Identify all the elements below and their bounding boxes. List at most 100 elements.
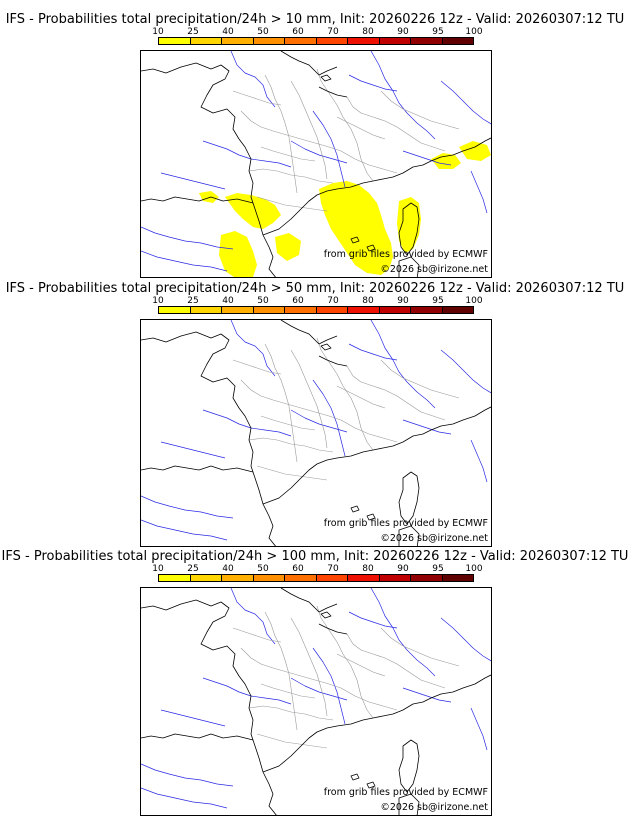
colorbar-swatch bbox=[411, 38, 443, 44]
colorbar-swatch bbox=[222, 575, 254, 581]
colorbar-tick: 95 bbox=[432, 564, 444, 574]
colorbar-swatch bbox=[253, 575, 285, 581]
river-line bbox=[402, 419, 452, 435]
colorbar-tick: 10 bbox=[152, 564, 164, 574]
probability-colorbar bbox=[158, 306, 474, 314]
river-line bbox=[370, 320, 436, 409]
coastline bbox=[262, 406, 491, 505]
border-line bbox=[256, 196, 328, 212]
colorbar-tick: 70 bbox=[327, 27, 339, 37]
colorbar-swatch bbox=[411, 307, 443, 313]
probability-area bbox=[431, 153, 461, 169]
river-line bbox=[202, 140, 292, 168]
colorbar-swatch bbox=[411, 575, 443, 581]
colorbar-swatch bbox=[159, 575, 191, 581]
border-line bbox=[316, 605, 374, 719]
colorbar-swatch bbox=[285, 38, 317, 44]
colorbar-tick: 10 bbox=[152, 296, 164, 306]
border-line bbox=[240, 379, 342, 421]
river-line bbox=[470, 707, 488, 751]
colorbar-tick: 80 bbox=[362, 27, 374, 37]
island-outline bbox=[320, 343, 332, 351]
river-line bbox=[202, 677, 292, 705]
coastline bbox=[280, 51, 338, 76]
colorbar-tick: 70 bbox=[327, 296, 339, 306]
river-line bbox=[141, 787, 228, 809]
colorbar-swatch bbox=[159, 307, 191, 313]
panel-title: IFS - Probabilities total precipitation/… bbox=[5, 12, 625, 27]
colorbar-tick: 40 bbox=[222, 27, 234, 37]
coastline bbox=[280, 588, 338, 613]
colorbar-swatch bbox=[190, 575, 222, 581]
border-line bbox=[256, 465, 328, 481]
river-line bbox=[230, 51, 276, 108]
colorbar-tick: 40 bbox=[222, 564, 234, 574]
colorbar-tick: 25 bbox=[187, 296, 199, 306]
colorbar-swatch bbox=[190, 38, 222, 44]
data-source-credit: from grib files provided by ECMWF bbox=[323, 249, 488, 260]
map-frame: from grib files provided by ECMWF ©2026 … bbox=[140, 587, 492, 816]
colorbar-tick: 95 bbox=[432, 296, 444, 306]
river-line bbox=[440, 617, 491, 662]
coastline bbox=[318, 86, 348, 98]
colorbar-tick: 90 bbox=[397, 564, 409, 574]
probability-colorbar bbox=[158, 574, 474, 582]
coastline bbox=[262, 137, 491, 236]
border-line bbox=[316, 68, 374, 182]
border-line bbox=[336, 385, 386, 409]
colorbar-tick: 100 bbox=[465, 296, 483, 306]
colorbar-swatch bbox=[253, 307, 285, 313]
river-line bbox=[470, 170, 488, 214]
border-line bbox=[290, 617, 328, 717]
coastline bbox=[141, 599, 277, 815]
border-line bbox=[290, 349, 328, 449]
data-source-credit: from grib files provided by ECMWF bbox=[323, 518, 488, 529]
map-panel-50mm: IFS - Probabilities total precipitation/… bbox=[0, 281, 630, 547]
data-source-credit: from grib files provided by ECMWF bbox=[323, 787, 488, 798]
colorbar-tick-labels: 10 25 40 50 60 70 80 90 95 100 bbox=[152, 296, 482, 307]
colorbar-swatch bbox=[222, 307, 254, 313]
river-line bbox=[230, 588, 276, 645]
island-outline bbox=[350, 505, 360, 513]
border-line bbox=[336, 116, 386, 140]
coastline bbox=[262, 674, 491, 773]
copyright-notice: ©2026 sb@irizone.net bbox=[380, 264, 488, 275]
border-line bbox=[248, 437, 334, 453]
island-outline bbox=[366, 244, 376, 252]
border-line bbox=[336, 653, 386, 677]
coastline bbox=[141, 331, 276, 546]
colorbar-tick: 60 bbox=[292, 564, 304, 574]
border-line bbox=[260, 683, 316, 699]
river-line bbox=[348, 74, 398, 92]
colorbar-swatch bbox=[348, 575, 380, 581]
island-outline bbox=[398, 256, 420, 277]
border-line bbox=[232, 359, 282, 375]
colorbar-tick: 95 bbox=[432, 27, 444, 37]
colorbar-tick: 60 bbox=[292, 296, 304, 306]
france-map bbox=[141, 51, 491, 277]
colorbar-swatch bbox=[442, 38, 473, 44]
colorbar-tick: 50 bbox=[257, 27, 269, 37]
colorbar-swatch bbox=[159, 38, 191, 44]
colorbar-tick-labels: 10 25 40 50 60 70 80 90 95 100 bbox=[152, 564, 482, 575]
river-line bbox=[440, 80, 491, 125]
island-outline bbox=[366, 781, 376, 789]
probability-area bbox=[199, 191, 219, 203]
panel-title: IFS - Probabilities total precipitation/… bbox=[1, 549, 629, 564]
river-line bbox=[141, 495, 234, 519]
border-line bbox=[346, 365, 446, 421]
colorbar-tick: 80 bbox=[362, 564, 374, 574]
river-line bbox=[370, 51, 436, 140]
colorbar-tick: 100 bbox=[465, 27, 483, 37]
river-line bbox=[402, 687, 452, 703]
river-line bbox=[141, 226, 234, 250]
island-outline bbox=[398, 793, 420, 815]
border-line bbox=[240, 647, 342, 689]
border-line bbox=[256, 733, 328, 749]
border-line bbox=[380, 90, 460, 130]
island-outline bbox=[366, 513, 376, 521]
island-outline bbox=[350, 773, 360, 781]
border-line bbox=[260, 146, 316, 162]
map-frame: from grib files provided by ECMWF ©2026 … bbox=[140, 50, 492, 278]
river-line bbox=[160, 709, 226, 727]
